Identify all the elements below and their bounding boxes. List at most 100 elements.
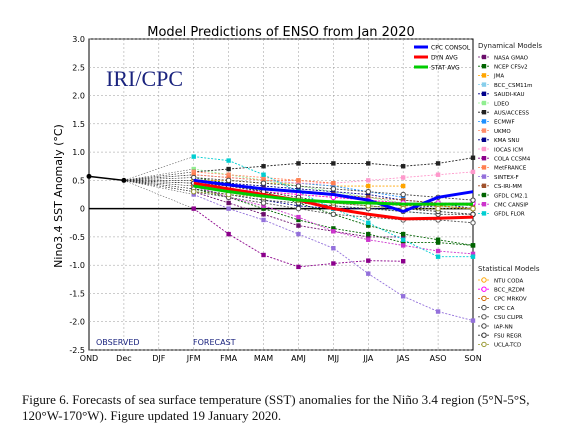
series-point bbox=[331, 183, 336, 189]
series-point bbox=[295, 205, 302, 212]
forecast-label: FORECAST bbox=[193, 338, 236, 347]
legend-label: AUS/ACCESS bbox=[494, 111, 529, 117]
average-line-cpc-consol bbox=[193, 178, 474, 213]
series-point bbox=[470, 205, 476, 212]
y-tick-label: -2.5 bbox=[69, 346, 85, 355]
series-point bbox=[296, 231, 301, 237]
legend-label: SINTEX-F bbox=[494, 175, 519, 181]
series-point bbox=[400, 191, 406, 198]
x-tick-label: JFM bbox=[186, 354, 201, 363]
series-point bbox=[400, 240, 406, 245]
series-point bbox=[191, 169, 196, 175]
series-point bbox=[331, 261, 336, 266]
legend-swatch-marker bbox=[481, 286, 487, 292]
legend-swatch-marker bbox=[481, 128, 487, 133]
series-point bbox=[435, 254, 441, 259]
legend-swatch-marker bbox=[481, 183, 487, 188]
series-line bbox=[193, 157, 474, 173]
x-tick-label: FMA bbox=[220, 354, 238, 363]
series-point bbox=[435, 205, 441, 212]
series-point bbox=[226, 180, 231, 186]
series-point bbox=[191, 206, 196, 211]
series-point bbox=[261, 206, 266, 211]
series-point bbox=[400, 294, 406, 299]
legend-swatch-marker bbox=[481, 277, 487, 283]
series-point bbox=[261, 203, 266, 209]
y-tick-label: 2.0 bbox=[72, 92, 85, 101]
series-point bbox=[260, 200, 267, 206]
series-point bbox=[331, 226, 336, 231]
y-axis-label: Nino3.4 SST Anomaly (°C) bbox=[52, 124, 65, 268]
series-point bbox=[331, 229, 336, 234]
series-point bbox=[191, 192, 196, 197]
series-sintex-f bbox=[191, 192, 476, 323]
series-point bbox=[470, 203, 476, 209]
series-point bbox=[296, 264, 301, 270]
series-point bbox=[261, 212, 266, 217]
legend-label: CS-IRI-MM bbox=[494, 184, 522, 190]
forecast-spoke bbox=[123, 174, 194, 181]
x-ticks: OND Dec DJF JFM FMA MAM AMJ MJJ JJA JAS ASO SON bbox=[80, 354, 482, 363]
legend-swatch-marker bbox=[481, 202, 487, 207]
series-point bbox=[366, 223, 371, 228]
series-point bbox=[435, 172, 441, 177]
series-point bbox=[400, 175, 406, 180]
legend-label: ECMWF bbox=[494, 120, 515, 126]
legend-swatch-marker bbox=[481, 110, 487, 115]
legend-label: FSU REGR bbox=[494, 334, 522, 340]
legend-swatch-marker bbox=[481, 174, 487, 179]
legend-swatch-marker bbox=[481, 82, 487, 87]
series-point bbox=[366, 161, 371, 166]
average-line-dyn-avg bbox=[193, 181, 474, 221]
legend-label: JMA bbox=[493, 74, 504, 80]
series-point bbox=[400, 237, 406, 242]
legend-swatch-marker bbox=[481, 54, 487, 60]
series-point bbox=[400, 231, 406, 237]
y-tick-label: -0.5 bbox=[69, 233, 85, 242]
observed-line bbox=[88, 175, 124, 182]
legend-swatch-marker bbox=[481, 323, 487, 329]
figure-caption: Figure 6. Forecasts of sea surface tempe… bbox=[22, 392, 530, 423]
series-point bbox=[366, 220, 371, 225]
series-point bbox=[261, 178, 266, 183]
legend-average-label: DYN AVG bbox=[431, 55, 458, 62]
legend-swatch-marker bbox=[481, 119, 487, 124]
series-point bbox=[470, 243, 476, 248]
series-point bbox=[400, 164, 406, 169]
x-tick-label: OND bbox=[80, 354, 98, 363]
series-point bbox=[261, 217, 266, 223]
legend-label: IOCAS ICM bbox=[494, 147, 523, 153]
legend-swatch-marker bbox=[481, 211, 487, 216]
legend-swatch-marker bbox=[481, 146, 487, 152]
series-point bbox=[470, 251, 476, 257]
legend-swatch-marker bbox=[481, 304, 487, 311]
series-cola-ccsm4 bbox=[191, 206, 406, 270]
series-point bbox=[470, 211, 476, 217]
series-point bbox=[470, 254, 476, 259]
legend-label: LDEO bbox=[494, 101, 510, 107]
series-point bbox=[261, 172, 266, 177]
series-point bbox=[470, 169, 476, 175]
series-point bbox=[191, 166, 196, 172]
series-line bbox=[193, 185, 474, 255]
series-line bbox=[193, 194, 474, 322]
legend-average-label: STAT AVG bbox=[431, 65, 460, 72]
series-point bbox=[435, 237, 441, 242]
series-point bbox=[261, 164, 266, 169]
series-point bbox=[296, 203, 301, 209]
series-point bbox=[366, 195, 371, 200]
legend-averages: CPC CONSOL DYN AVG STAT AVG bbox=[414, 45, 471, 72]
forecast-spokes bbox=[123, 156, 194, 209]
series-point bbox=[366, 178, 371, 183]
y-tick-label: -1.5 bbox=[69, 289, 85, 298]
series-point bbox=[366, 258, 371, 263]
series-point bbox=[365, 188, 371, 195]
series-point bbox=[296, 161, 301, 166]
x-tick-label: DJF bbox=[152, 354, 166, 363]
legend-swatch-marker bbox=[481, 165, 487, 170]
observed-point bbox=[86, 173, 92, 179]
series-point bbox=[330, 186, 337, 192]
series-point bbox=[400, 259, 406, 264]
x-tick-label: SON bbox=[464, 354, 481, 363]
series-point bbox=[191, 172, 196, 177]
